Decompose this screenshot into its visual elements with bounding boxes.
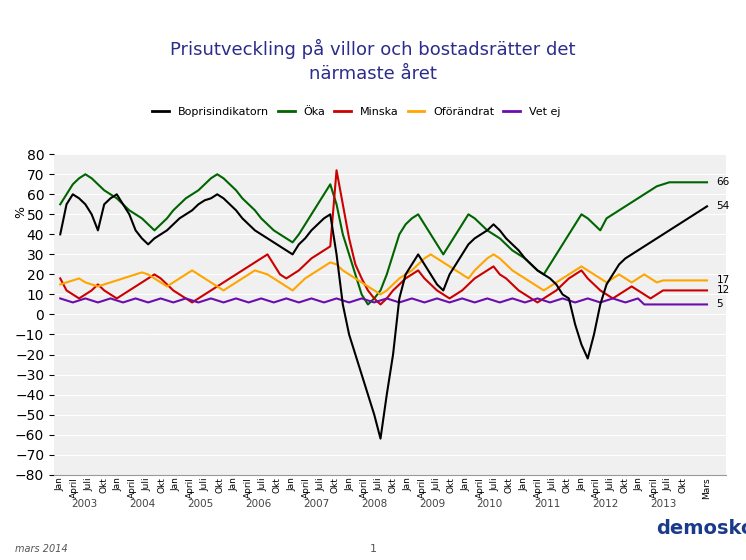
Text: 2009: 2009 [419, 499, 445, 508]
Text: 2010: 2010 [477, 499, 503, 508]
Text: demoskop: demoskop [656, 519, 746, 538]
Text: 54: 54 [716, 202, 730, 211]
Text: 1: 1 [369, 544, 377, 554]
Text: 2003: 2003 [72, 499, 98, 508]
Text: 5: 5 [716, 300, 723, 310]
Text: 2007: 2007 [303, 499, 329, 508]
Text: 2012: 2012 [592, 499, 619, 508]
Text: 2006: 2006 [245, 499, 272, 508]
Text: 12: 12 [716, 286, 730, 296]
Text: 66: 66 [716, 178, 730, 187]
Text: 17: 17 [716, 276, 730, 286]
Text: 2013: 2013 [651, 499, 677, 508]
Text: 2011: 2011 [535, 499, 561, 508]
Text: 2005: 2005 [187, 499, 213, 508]
Text: Prisutveckling på villor och bostadsrätter det
närmaste året: Prisutveckling på villor och bostadsrätt… [170, 39, 576, 83]
Y-axis label: %: % [14, 206, 27, 218]
Text: 2004: 2004 [129, 499, 155, 508]
Legend: Boprisindikatorn, Öka, Minska, Oförändrat, Vet ej: Boprisindikatorn, Öka, Minska, Oförändra… [148, 102, 565, 121]
Text: mars 2014: mars 2014 [15, 544, 68, 554]
Text: 2008: 2008 [361, 499, 387, 508]
